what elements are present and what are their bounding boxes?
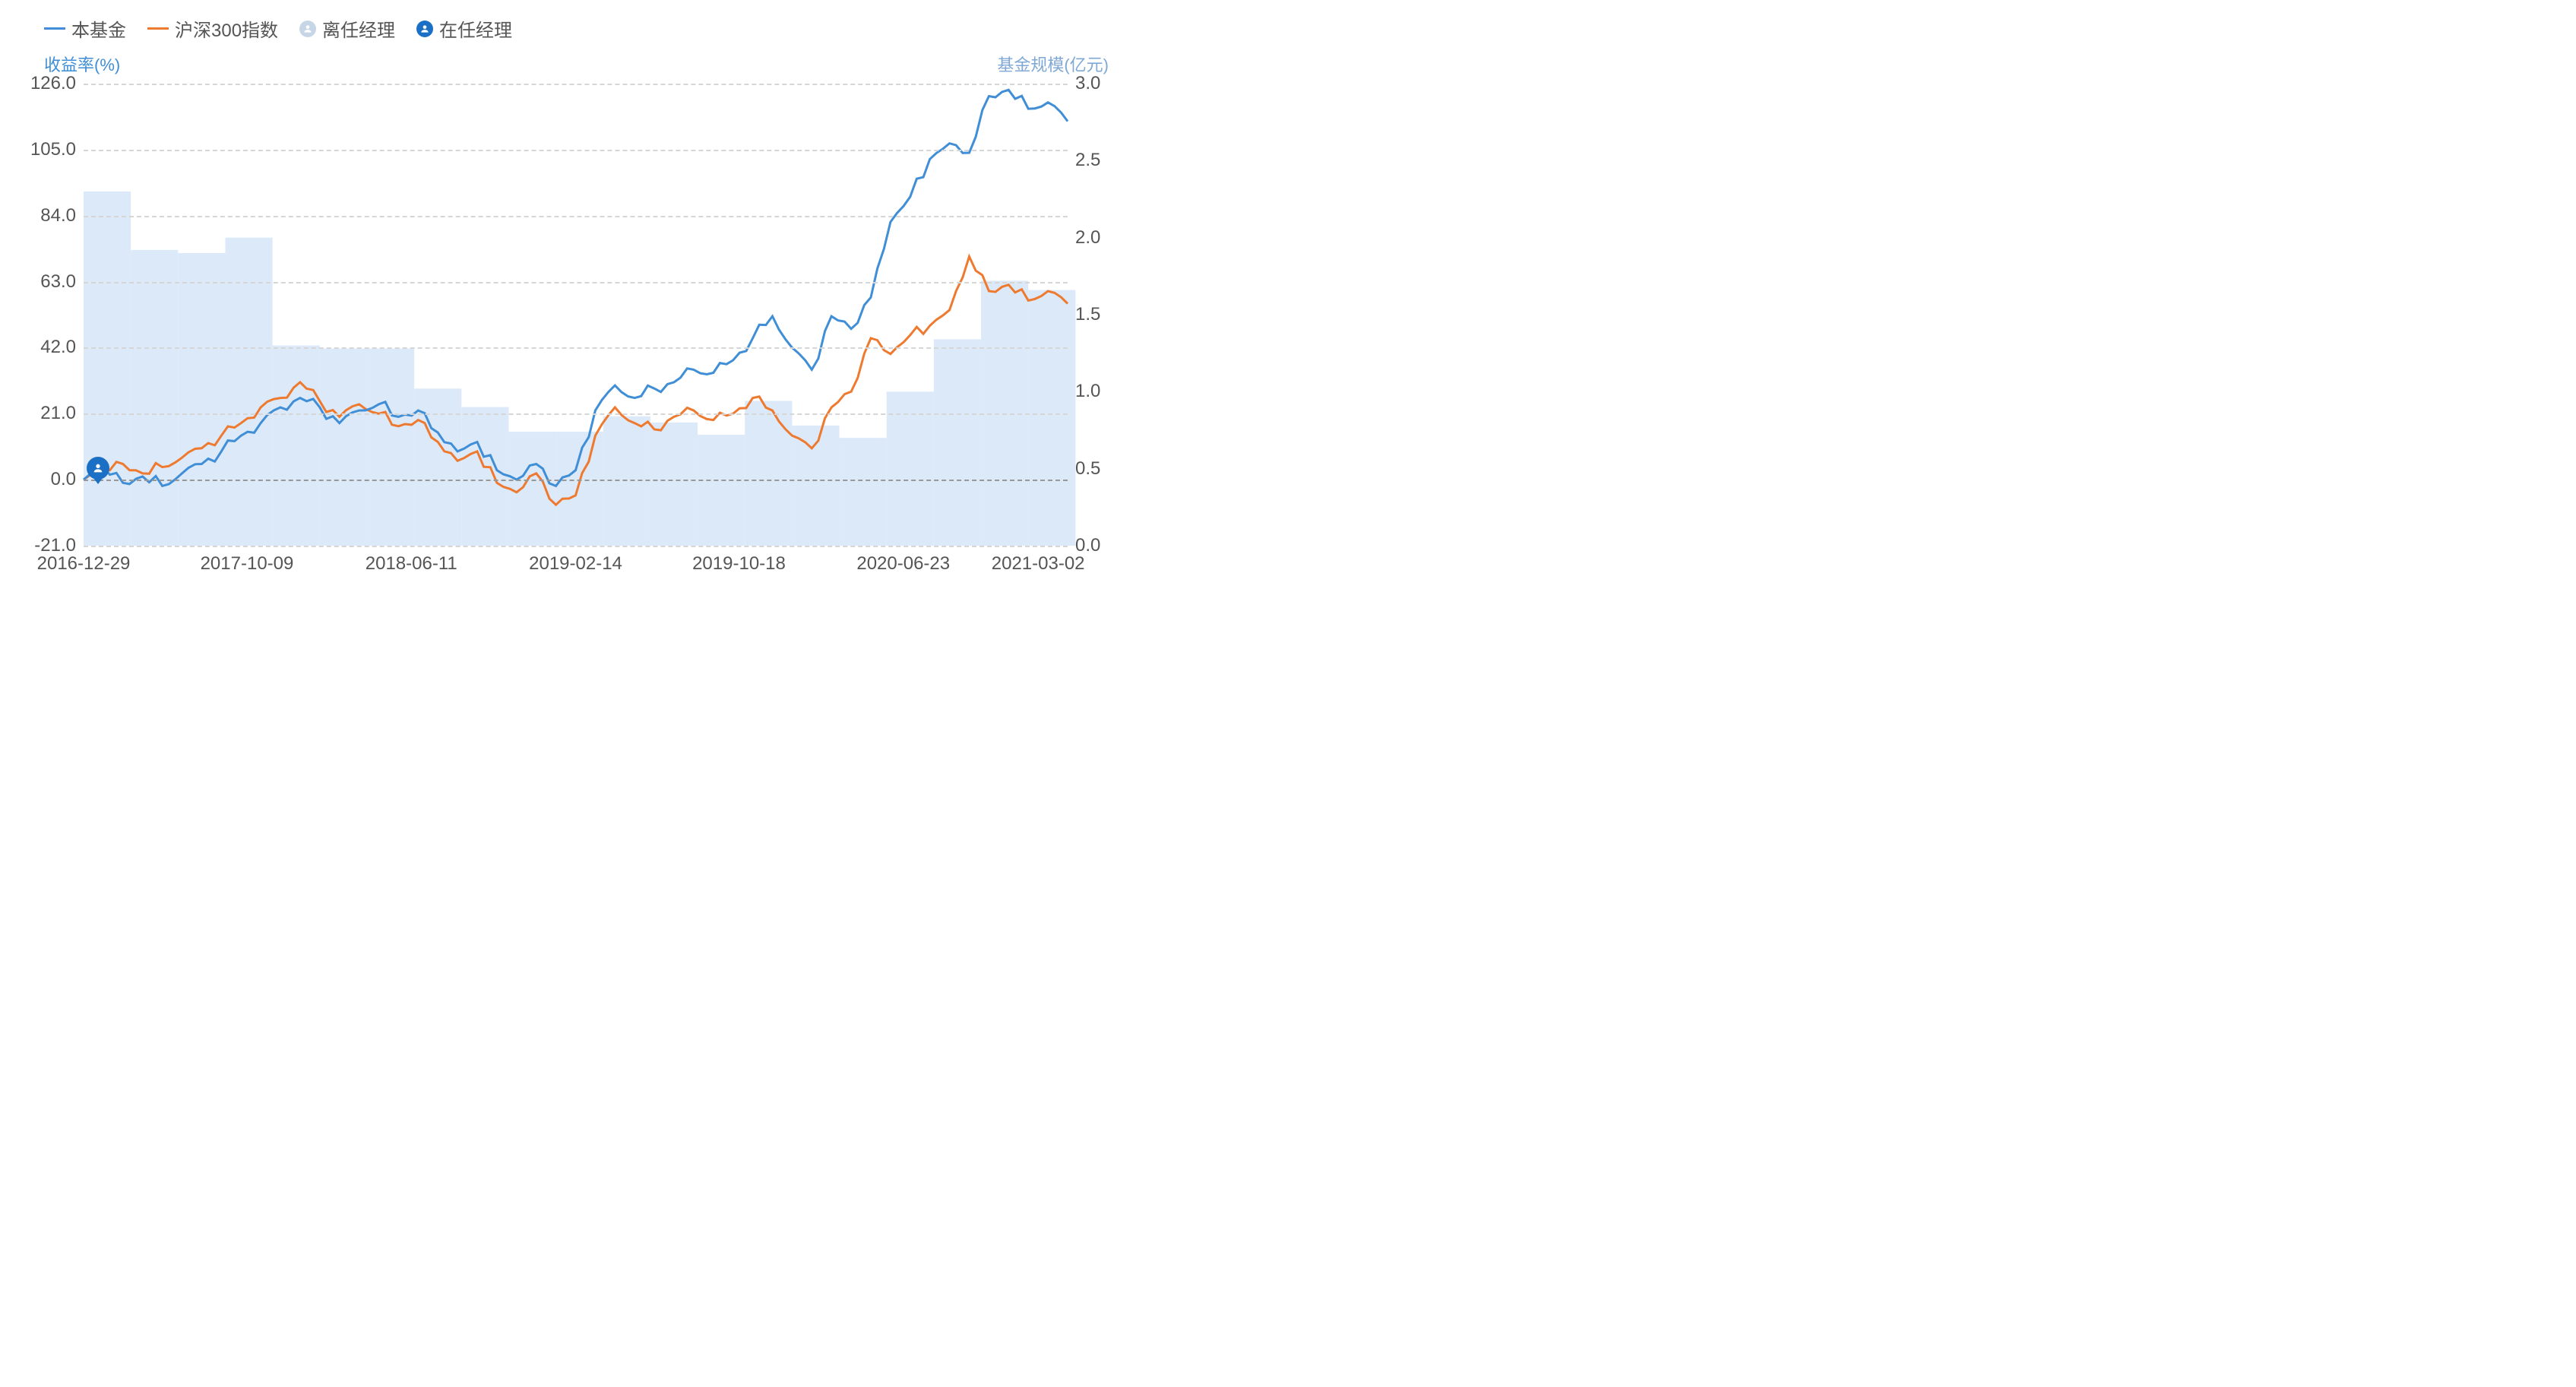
current-manager-icon — [416, 21, 433, 37]
y-left-tick: 84.0 — [40, 205, 76, 226]
fund-performance-chart: 本基金 沪深300指数 离任经理 在任经理 收益率(%) 基金规模(亿元) -2… — [0, 0, 1128, 600]
y-right-tick: 3.0 — [1075, 73, 1100, 94]
grid-line — [84, 347, 1068, 349]
y-left-tick: 42.0 — [40, 337, 76, 358]
chart-svg — [84, 84, 1068, 546]
aum-bar — [745, 401, 792, 546]
legend-label-current: 在任经理 — [439, 15, 512, 42]
legend-series1[interactable]: 本基金 — [44, 15, 126, 42]
aum-bar — [840, 438, 887, 546]
aum-bar — [650, 423, 698, 546]
legend-label-series1: 本基金 — [71, 15, 126, 42]
x-tick: 2019-02-14 — [529, 553, 622, 575]
aum-bar — [131, 250, 178, 546]
y-left-tick: 21.0 — [40, 403, 76, 424]
grid-line — [84, 413, 1068, 415]
legend-series2[interactable]: 沪深300指数 — [147, 15, 278, 42]
x-tick: 2021-03-02 — [992, 553, 1085, 575]
y-left-tick: 0.0 — [51, 469, 76, 490]
aum-bar — [556, 432, 603, 546]
y-left-tick: 63.0 — [40, 271, 76, 293]
y-right-tick: 2.0 — [1075, 227, 1100, 249]
legend-label-series2: 沪深300指数 — [175, 15, 278, 42]
grid-line — [84, 84, 1068, 85]
x-tick: 2016-12-29 — [37, 553, 131, 575]
aum-bar — [508, 432, 555, 546]
aum-bar — [225, 238, 272, 546]
legend-departed-manager[interactable]: 离任经理 — [299, 15, 395, 42]
legend-current-manager[interactable]: 在任经理 — [416, 15, 512, 42]
y-right-tick: 1.0 — [1075, 381, 1100, 402]
legend-swatch-series1 — [44, 27, 65, 30]
aum-bar — [1028, 290, 1075, 546]
y-right-tick: 2.5 — [1075, 150, 1100, 171]
x-tick: 2020-06-23 — [856, 553, 950, 575]
grid-line — [84, 216, 1068, 217]
aum-bar — [84, 192, 131, 546]
aum-bar — [273, 346, 320, 546]
aum-bar — [461, 407, 508, 546]
aum-bar — [367, 349, 414, 546]
y-left-tick: 105.0 — [30, 139, 76, 160]
aum-bar — [698, 435, 745, 546]
x-tick: 2017-10-09 — [201, 553, 294, 575]
chart-legend: 本基金 沪深300指数 离任经理 在任经理 — [0, 15, 1128, 42]
aum-bar — [934, 339, 981, 546]
aum-bar — [320, 349, 367, 546]
y-right-tick: 0.5 — [1075, 458, 1100, 480]
current-manager-marker[interactable] — [87, 457, 109, 484]
plot-area: -21.00.021.042.063.084.0105.0126.00.00.5… — [84, 84, 1068, 546]
grid-line — [84, 150, 1068, 151]
y-left-tick: 126.0 — [30, 73, 76, 94]
grid-line — [84, 282, 1068, 283]
zero-line — [84, 480, 1068, 481]
y-right-tick: 1.5 — [1075, 304, 1100, 325]
legend-label-departed: 离任经理 — [322, 15, 395, 42]
legend-swatch-series2 — [147, 27, 169, 30]
x-tick: 2018-06-11 — [366, 553, 457, 575]
departed-manager-icon — [299, 21, 316, 37]
grid-line — [84, 546, 1068, 547]
aum-bar — [178, 253, 225, 546]
x-tick: 2019-10-18 — [692, 553, 786, 575]
